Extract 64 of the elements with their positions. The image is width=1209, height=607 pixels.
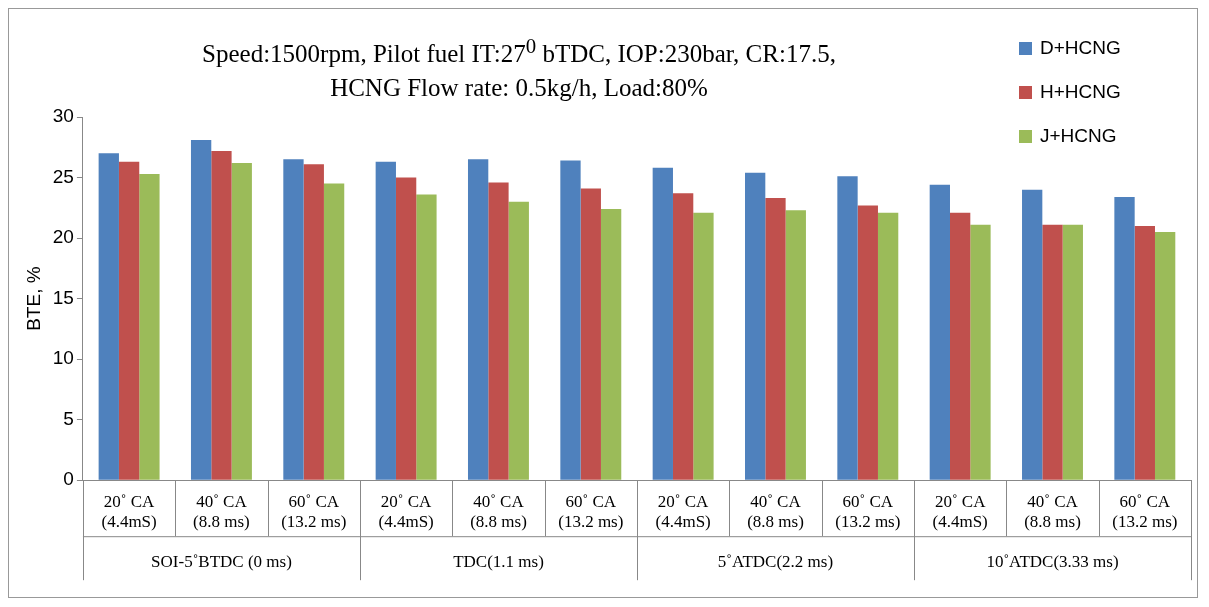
bar <box>837 176 858 480</box>
bar <box>118 161 140 480</box>
bar <box>488 182 509 480</box>
x-tick-label: 20˚ CA (4.4mS) <box>655 491 711 532</box>
bar <box>970 224 991 480</box>
y-tick-label: 15 <box>52 286 74 308</box>
bar <box>580 188 601 480</box>
x-tick-label: 40˚ CA (8.8 ms) <box>747 491 804 532</box>
bar <box>560 160 581 480</box>
bar <box>929 184 950 480</box>
bar <box>139 173 160 480</box>
bar <box>672 193 694 480</box>
bar <box>1114 196 1135 480</box>
bar <box>190 140 212 480</box>
x-tick-label: 20˚ CA (4.4mS) <box>378 491 434 532</box>
x-tick-label: 60˚ CA (13.2 ms) <box>558 491 624 532</box>
legend-label: J+HCNG <box>1040 125 1117 147</box>
bar <box>1042 224 1063 480</box>
text: 10˚ATDC(3.33 ms) <box>986 551 1119 571</box>
bar <box>395 177 417 480</box>
x-tick-label: 40˚ CA (8.8 ms) <box>193 491 250 532</box>
bar <box>950 212 971 480</box>
x-tick-label: 40˚ CA (8.8 ms) <box>470 491 527 532</box>
y-tick-label: 20 <box>52 226 74 248</box>
bar <box>652 167 673 480</box>
x-tick-label: 60˚ CA (13.2 ms) <box>281 491 347 532</box>
bar <box>1154 232 1176 480</box>
legend-label: D+HCNG <box>1040 37 1121 59</box>
x-tick-label: 20˚ CA (4.4mS) <box>932 491 988 532</box>
bar <box>693 212 714 480</box>
text: 5˚ATDC(2.2 ms) <box>717 551 834 571</box>
bar <box>765 198 786 480</box>
x-tick-label: 60˚ CA (13.2 ms) <box>1112 491 1178 532</box>
bar <box>323 183 345 480</box>
bar <box>785 210 806 480</box>
bar <box>467 159 489 480</box>
bar <box>857 205 878 480</box>
x-tick-label: 20˚ CA (4.4mS) <box>101 491 157 532</box>
y-tick-label: 30 <box>52 105 74 127</box>
bar <box>416 194 437 480</box>
x-tick-label: 60˚ CA (13.2 ms) <box>835 491 901 532</box>
bar <box>1022 189 1043 480</box>
y-axis-title: BTE, % <box>22 266 44 331</box>
bar <box>211 150 232 480</box>
bar <box>375 161 396 480</box>
bar <box>303 164 324 480</box>
y-tick-label: 5 <box>63 407 74 429</box>
bar <box>745 172 766 480</box>
bar <box>231 163 252 480</box>
chart-title: Speed:1500rpm, Pilot fuel IT:27$^{0}$ bTDC, IOP:230bar, CR:17.5, HCNG Flow rate: 0.5kg/h, Load:80% <box>201 33 837 104</box>
text: TDC(1.1 ms) <box>453 551 544 571</box>
bar <box>1062 224 1083 480</box>
bar <box>98 153 119 480</box>
y-tick-label: 25 <box>52 165 74 187</box>
bar <box>877 212 899 480</box>
text: SOI-5˚BTDC (0 ms) <box>151 551 292 571</box>
bar <box>283 159 304 480</box>
bar <box>600 209 622 480</box>
y-tick-label: 10 <box>52 347 74 369</box>
bar <box>1134 225 1155 480</box>
bar <box>508 201 529 480</box>
y-tick-label: 0 <box>63 468 74 490</box>
legend-label: H+HCNG <box>1040 81 1121 103</box>
x-tick-label: 40˚ CA (8.8 ms) <box>1024 491 1081 532</box>
